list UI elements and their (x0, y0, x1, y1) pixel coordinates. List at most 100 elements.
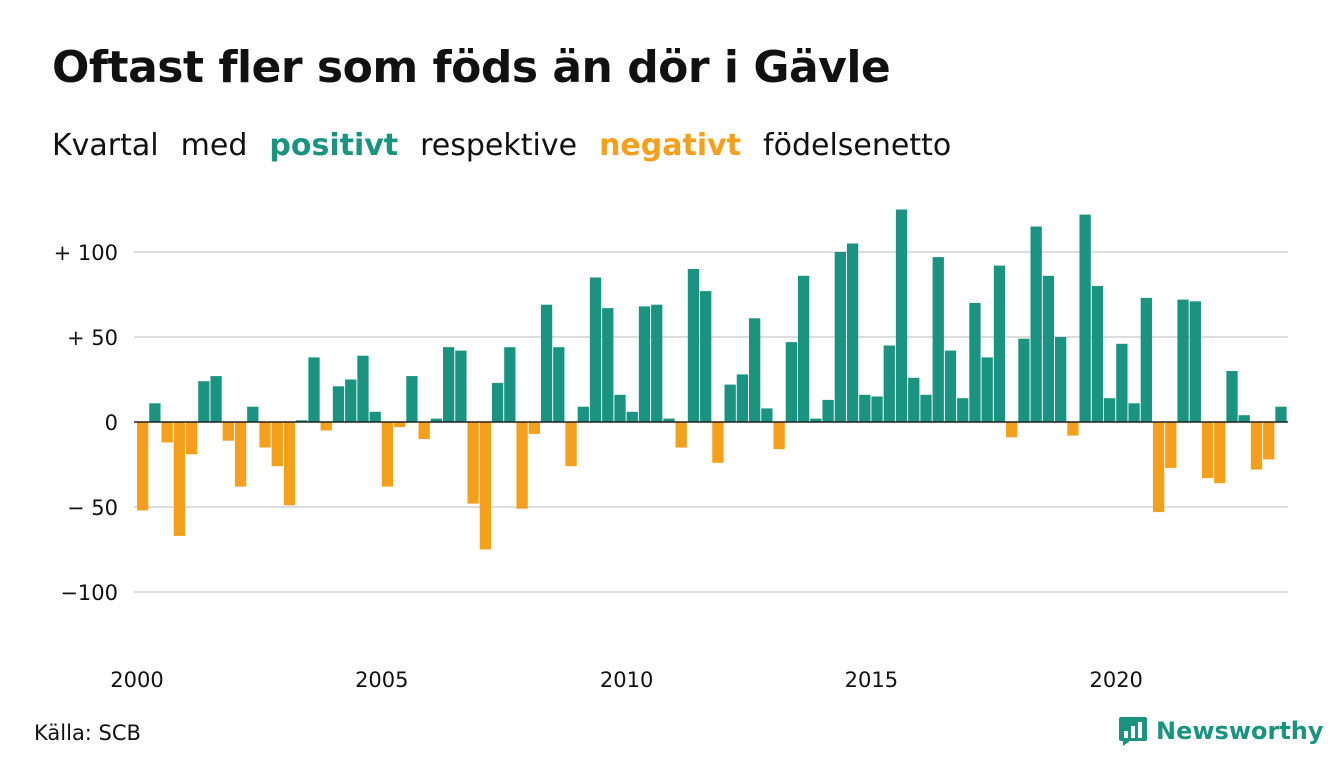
bar-2012-k4 (761, 408, 773, 422)
bar-2008-k2 (540, 304, 553, 422)
bar-2011-k2 (687, 269, 700, 422)
brand-name: Newsworthy (1156, 717, 1324, 745)
bar-2019-k2 (1079, 214, 1091, 422)
bar-2001-k1 (185, 422, 198, 455)
bar-2013-k2 (785, 342, 798, 422)
bar-2013-k4 (810, 418, 822, 422)
bar-2016-k4 (957, 398, 969, 422)
bar-2022-k2 (1226, 371, 1238, 422)
bar-2001-k4 (222, 422, 234, 441)
bar-2001-k3 (210, 376, 222, 422)
bar-2004-k2 (345, 379, 357, 422)
bar-2020-k3 (1140, 297, 1152, 422)
bar-2013-k3 (797, 275, 810, 422)
bar-2021-k3 (1189, 301, 1201, 422)
bar-2022-k1 (1214, 422, 1226, 484)
bars (137, 209, 1287, 550)
bar-2007-k4 (516, 422, 528, 509)
bar-2000-k1 (137, 422, 149, 511)
y-tick-label: + 50 (67, 326, 118, 350)
bar-2017-k2 (981, 357, 993, 422)
axes: + 100 + 50 0 − 50 −100 2000 2005 2010 2015 2020 (54, 241, 1288, 692)
bar-2003-k4 (320, 422, 332, 431)
bar-2003-k3 (308, 357, 320, 422)
bar-2009-k1 (577, 406, 589, 422)
bar-2020-k2 (1128, 403, 1140, 422)
y-tick-label: + 100 (54, 241, 118, 265)
bar-2003-k1 (283, 422, 296, 506)
bar-2008-k3 (553, 347, 565, 422)
bar-2009-k3 (602, 308, 614, 422)
bar-2017-k1 (969, 303, 981, 422)
bar-2010-k3 (651, 304, 663, 422)
bar-2014-k1 (822, 399, 834, 422)
bar-2008-k1 (528, 422, 540, 434)
bar-2014-k4 (859, 394, 871, 422)
y-tick-label: −100 (60, 581, 118, 605)
bar-2006-k4 (467, 422, 479, 504)
bar-2011-k3 (700, 291, 712, 422)
bar-2016-k1 (920, 394, 932, 422)
bar-2005-k1 (381, 422, 394, 487)
bar-2007-k3 (504, 347, 516, 422)
subtitle-word-respektive: respektive (420, 128, 578, 163)
bar-2015-k4 (908, 377, 920, 422)
bar-2005-k2 (394, 422, 406, 428)
bar-2015-k2 (883, 345, 895, 422)
subtitle-positive-label: positivt (269, 128, 399, 163)
y-tick-label: 0 (105, 411, 118, 435)
subtitle-word-kvartal: Kvartal (52, 128, 159, 163)
bar-2018-k2 (1030, 226, 1042, 422)
bar-2000-k4 (173, 422, 186, 536)
bar-2010-k1 (626, 411, 638, 422)
bar-2005-k4 (418, 422, 430, 439)
y-tick-label: − 50 (67, 496, 118, 520)
bar-2019-k3 (1091, 286, 1104, 422)
bar-2007-k2 (491, 382, 504, 422)
subtitle-negative-label: negativt (599, 128, 742, 163)
bar-2017-k4 (1006, 422, 1018, 438)
bar-2004-k1 (332, 386, 345, 422)
chart-title: Oftast fler som föds än dör i Gävle (52, 42, 891, 93)
bar-2010-k4 (663, 418, 675, 422)
bar-2004-k3 (357, 355, 369, 422)
bar-2017-k3 (993, 265, 1006, 422)
source-note: Källa: SCB (34, 721, 141, 745)
bar-2009-k2 (589, 277, 602, 422)
bar-2018-k1 (1018, 338, 1030, 422)
bar-2005-k3 (406, 376, 418, 422)
bar-2020-k4 (1152, 422, 1165, 513)
bar-2021-k4 (1201, 422, 1214, 479)
bar-2016-k3 (944, 350, 957, 422)
bar-2022-k4 (1250, 422, 1263, 470)
x-tick-label: 2020 (1089, 668, 1142, 692)
bar-2000-k2 (149, 403, 161, 422)
bar-2013-k1 (773, 422, 785, 450)
bar-chart: + 100 + 50 0 − 50 −100 2000 2005 2010 2015 2020 (54, 209, 1288, 692)
subtitle-word-fodelsenetto: födelsenetto (763, 128, 952, 163)
x-tick-label: 2005 (355, 668, 408, 692)
bar-2008-k4 (565, 422, 577, 467)
bar-2012-k2 (736, 374, 749, 422)
bar-2011-k4 (712, 422, 724, 463)
bar-2009-k4 (614, 394, 626, 422)
bar-2012-k3 (749, 318, 761, 422)
bar-2004-k4 (369, 411, 381, 422)
bar-2006-k2 (443, 347, 455, 422)
bar-2023-k1 (1263, 422, 1275, 460)
bar-2011-k1 (675, 422, 687, 448)
bar-2022-k3 (1238, 415, 1250, 422)
bar-2019-k4 (1103, 398, 1116, 422)
bar-2002-k3 (259, 422, 271, 448)
brand-logo: Newsworthy (1118, 715, 1324, 747)
bar-2023-k2 (1275, 406, 1287, 422)
bar-2014-k2 (834, 252, 846, 422)
bar-2012-k1 (724, 384, 736, 422)
x-tick-label: 2010 (600, 668, 653, 692)
bar-2019-k1 (1067, 422, 1079, 436)
subtitle-word-med: med (180, 128, 248, 163)
bar-2010-k2 (638, 306, 651, 422)
bar-2006-k1 (430, 418, 443, 422)
bar-2020-k1 (1116, 343, 1128, 422)
bar-2007-k1 (479, 422, 492, 550)
